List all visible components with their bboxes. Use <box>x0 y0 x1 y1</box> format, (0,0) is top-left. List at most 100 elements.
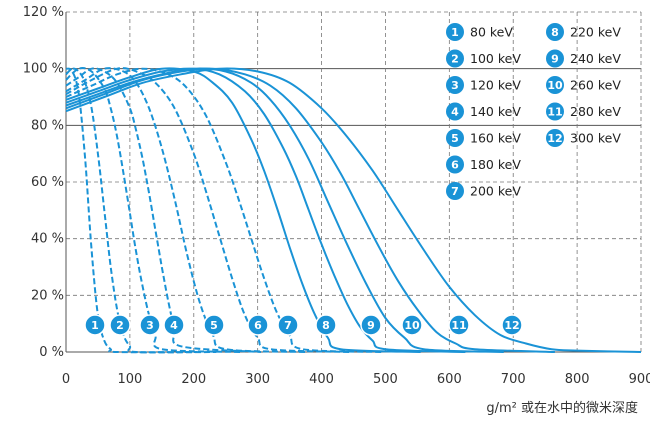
series-line-7 <box>65 67 383 353</box>
curve-badge-circle <box>501 314 523 336</box>
curve-badge-2: 2 <box>109 314 131 336</box>
legend-badge-number: 4 <box>451 106 459 119</box>
curve-badge-number: 4 <box>170 319 178 332</box>
legend-item-10: 10 260 keV <box>546 76 621 94</box>
legend-label: 260 keV <box>570 78 621 93</box>
legend-badge <box>446 23 464 41</box>
y-tick-label: 120 % <box>23 5 64 20</box>
legend-badge-number: 7 <box>451 185 459 198</box>
legend-label: 160 keV <box>470 131 521 146</box>
legend-item-4: 4 140 keV <box>446 102 521 121</box>
curve-badge-8: 8 <box>315 314 337 336</box>
legend-badge-number: 9 <box>551 53 559 66</box>
legend-badge <box>446 182 464 200</box>
legend-badge <box>446 155 464 174</box>
curve-badge-1: 1 <box>84 314 106 336</box>
curve-badge-number: 1 <box>91 319 99 332</box>
curve-badge-circle <box>448 314 470 336</box>
series-line-4 <box>65 67 262 353</box>
axes: 0 % 20 % 40 % 60 % 80 % 100 % 120 % 0 100 200 300 4… <box>23 5 650 387</box>
legend-badge <box>546 102 564 121</box>
curve-badge-3: 3 <box>139 314 161 336</box>
x-tick-label: 100 <box>117 372 142 387</box>
legend-item-7: 7 200 keV <box>446 182 521 200</box>
curve-badge-circle <box>360 314 382 336</box>
y-tick-label: 100 % <box>23 62 64 77</box>
y-tick-label: 20 % <box>31 288 64 303</box>
legend-item-9: 9 240 keV <box>546 49 621 68</box>
curve-badge-number: 10 <box>404 319 420 332</box>
x-tick-label: 200 <box>181 372 206 387</box>
legend-item-3: 3 120 keV <box>446 76 521 94</box>
legend-item-8: 8 220 keV <box>546 23 621 41</box>
legend-badge-number: 2 <box>451 53 459 66</box>
curve-badge-6: 6 <box>247 314 269 336</box>
x-tick-label: 400 <box>309 372 334 387</box>
curve-badge-4: 4 <box>163 314 185 336</box>
legend-item-1: 1 80 keV <box>446 23 513 41</box>
legend-badge-number: 3 <box>451 79 459 92</box>
x-tick-label: 300 <box>245 372 270 387</box>
legend-badge <box>546 129 564 147</box>
legend-item-6: 6 180 keV <box>446 155 521 174</box>
legend-label: 120 keV <box>470 78 521 93</box>
legend-label: 180 keV <box>470 157 521 172</box>
x-tick-label: 0 <box>62 372 70 387</box>
y-tick-label: 0 % <box>39 345 64 360</box>
grid <box>66 11 642 353</box>
curve-badge-number: 7 <box>284 319 292 332</box>
x-tick-label: 600 <box>437 372 462 387</box>
legend-badge <box>446 102 464 121</box>
y-tick-label: 60 % <box>31 175 64 190</box>
curve-badge-number: 5 <box>210 319 218 332</box>
curve-badge-number: 12 <box>504 319 519 332</box>
curve-badge-7: 7 <box>277 314 299 336</box>
legend-badge <box>446 76 464 94</box>
legend-item-5: 5 160 keV <box>446 129 521 147</box>
curve-badge-circle <box>84 314 106 336</box>
legend-item-2: 2 100 keV <box>446 49 521 68</box>
curve-badge-circle <box>277 314 299 336</box>
y-tick-label: 80 % <box>31 118 64 133</box>
curve-badges: 1 2 3 4 5 6 7 8 9 10 11 12 <box>84 314 523 336</box>
series-line-3 <box>65 67 242 353</box>
legend-label: 80 keV <box>470 25 513 40</box>
curve-badge-number: 3 <box>146 319 154 332</box>
legend-item-11: 11 280 keV <box>546 102 621 121</box>
legend-label: 100 keV <box>470 51 521 66</box>
x-tick-label: 500 <box>373 372 398 387</box>
curve-badge-circle <box>315 314 337 336</box>
curve-badge-5: 5 <box>203 314 225 336</box>
curve-badge-11: 11 <box>448 314 470 336</box>
curve-badge-circle <box>109 314 131 336</box>
series-line-6 <box>65 67 351 353</box>
legend-badge <box>546 76 564 94</box>
curve-badge-number: 6 <box>254 319 262 332</box>
series-line-9 <box>65 67 466 353</box>
series-line-12 <box>65 67 642 353</box>
legend-item-12: 12 300 keV <box>546 129 621 147</box>
legend-badge-number: 1 <box>451 26 459 39</box>
legend-label: 300 keV <box>570 131 621 146</box>
curve-badge-number: 8 <box>322 319 330 332</box>
x-tick-label: 700 <box>501 372 526 387</box>
curve-badge-number: 2 <box>116 319 124 332</box>
legend-badge <box>546 23 564 41</box>
legend-label: 240 keV <box>570 51 621 66</box>
legend-badge-number: 12 <box>547 132 562 145</box>
curve-badge-circle <box>163 314 185 336</box>
series-line-11 <box>65 67 555 353</box>
legend-badge-number: 11 <box>547 106 562 119</box>
legend: 1 80 keV 2 100 keV 3 120 keV 4 140 keV 5 160 keV 6… <box>446 23 621 200</box>
series-line-2 <box>65 67 217 354</box>
curve-badge-number: 11 <box>451 319 466 332</box>
curve-badge-10: 10 <box>401 314 423 336</box>
curve-badge-circle <box>139 314 161 336</box>
legend-label: 140 keV <box>470 104 521 119</box>
legend-badge-number: 6 <box>451 159 459 172</box>
legend-badge-number: 5 <box>451 132 459 145</box>
legend-badge <box>446 49 464 68</box>
legend-badge-number: 10 <box>547 79 563 92</box>
legend-badge <box>546 49 564 68</box>
